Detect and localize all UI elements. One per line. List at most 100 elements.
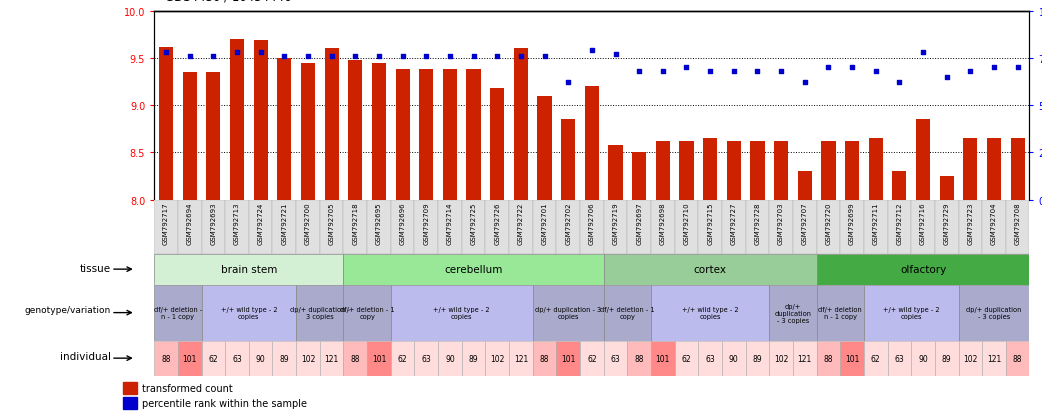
- Bar: [201, 285, 296, 341]
- Text: GSM792698: GSM792698: [660, 202, 666, 244]
- Bar: [632, 153, 646, 200]
- Text: 90: 90: [729, 354, 739, 363]
- Bar: [154, 341, 178, 376]
- Text: 121: 121: [797, 354, 812, 363]
- Text: 121: 121: [987, 354, 1001, 363]
- Point: [867, 69, 884, 75]
- Bar: [651, 200, 674, 254]
- Text: 89: 89: [942, 354, 951, 363]
- Text: 102: 102: [301, 354, 315, 363]
- Point: [915, 50, 932, 57]
- Point: [228, 50, 245, 57]
- Bar: [391, 285, 532, 341]
- Bar: [273, 341, 296, 376]
- Text: 121: 121: [514, 354, 528, 363]
- Text: cerebellum: cerebellum: [444, 264, 502, 275]
- Text: 63: 63: [232, 354, 242, 363]
- Text: 101: 101: [182, 354, 197, 363]
- Bar: [154, 200, 178, 254]
- Text: GSM792713: GSM792713: [234, 202, 240, 244]
- Point: [442, 54, 458, 60]
- Bar: [556, 200, 580, 254]
- Bar: [698, 341, 722, 376]
- Bar: [580, 341, 603, 376]
- Text: df/+ deletion -
n - 1 copy: df/+ deletion - n - 1 copy: [154, 306, 202, 319]
- Text: GSM792718: GSM792718: [352, 202, 358, 244]
- Text: individual: individual: [60, 351, 111, 361]
- Bar: [273, 200, 296, 254]
- Text: 62: 62: [587, 354, 597, 363]
- Text: 89: 89: [752, 354, 763, 363]
- Bar: [774, 142, 788, 200]
- Text: GSM792727: GSM792727: [730, 202, 737, 244]
- Text: GSM792695: GSM792695: [376, 202, 382, 244]
- Text: percentile rank within the sample: percentile rank within the sample: [142, 399, 306, 408]
- Bar: [206, 73, 221, 200]
- Bar: [940, 177, 953, 200]
- Bar: [178, 200, 201, 254]
- Text: GSM792699: GSM792699: [849, 202, 855, 244]
- Bar: [603, 341, 627, 376]
- Bar: [514, 49, 528, 200]
- Bar: [324, 49, 339, 200]
- Bar: [722, 341, 746, 376]
- Text: GSM792725: GSM792725: [471, 202, 476, 244]
- Point: [323, 54, 340, 60]
- Point: [1010, 65, 1026, 71]
- Text: GSM792714: GSM792714: [447, 202, 453, 244]
- Point: [489, 54, 505, 60]
- Bar: [1006, 200, 1029, 254]
- Bar: [845, 142, 860, 200]
- Bar: [817, 200, 840, 254]
- Bar: [769, 285, 817, 341]
- Text: GSM792712: GSM792712: [896, 202, 902, 244]
- Point: [157, 50, 174, 57]
- Bar: [722, 200, 746, 254]
- Text: GSM792705: GSM792705: [328, 202, 334, 244]
- Bar: [769, 200, 793, 254]
- Bar: [793, 341, 817, 376]
- Bar: [892, 172, 907, 200]
- Bar: [585, 87, 599, 200]
- Point: [584, 48, 600, 55]
- Point: [560, 80, 576, 87]
- Bar: [296, 285, 344, 341]
- Text: GSM792702: GSM792702: [565, 202, 571, 244]
- Text: brain stem: brain stem: [221, 264, 277, 275]
- Text: 90: 90: [445, 354, 454, 363]
- Text: GSM792693: GSM792693: [210, 202, 217, 244]
- Text: GSM792711: GSM792711: [873, 202, 878, 244]
- Text: GSM792715: GSM792715: [708, 202, 713, 244]
- Bar: [367, 341, 391, 376]
- Point: [630, 69, 647, 75]
- Text: olfactory: olfactory: [900, 264, 946, 275]
- Bar: [959, 341, 983, 376]
- Bar: [864, 341, 888, 376]
- Text: +/+ wild type - 2
copies: +/+ wild type - 2 copies: [883, 306, 940, 319]
- Text: GSM792704: GSM792704: [991, 202, 997, 244]
- Point: [276, 54, 293, 60]
- Bar: [367, 200, 391, 254]
- Text: dp/+ duplication
- 3 copies: dp/+ duplication - 3 copies: [966, 306, 1022, 319]
- Bar: [532, 200, 556, 254]
- Text: cortex: cortex: [694, 264, 726, 275]
- Bar: [486, 200, 510, 254]
- Bar: [320, 200, 344, 254]
- Point: [371, 54, 388, 60]
- Bar: [348, 61, 363, 200]
- Bar: [201, 200, 225, 254]
- Bar: [230, 40, 244, 200]
- Point: [962, 69, 978, 75]
- Text: GSM792722: GSM792722: [518, 202, 524, 244]
- Text: GSM792706: GSM792706: [589, 202, 595, 244]
- Text: GSM792716: GSM792716: [920, 202, 926, 244]
- Bar: [817, 254, 1029, 285]
- Bar: [538, 97, 551, 200]
- Text: 88: 88: [350, 354, 361, 363]
- Bar: [911, 200, 935, 254]
- Bar: [840, 200, 864, 254]
- Bar: [888, 200, 911, 254]
- Bar: [750, 142, 765, 200]
- Point: [820, 65, 837, 71]
- Point: [252, 50, 269, 57]
